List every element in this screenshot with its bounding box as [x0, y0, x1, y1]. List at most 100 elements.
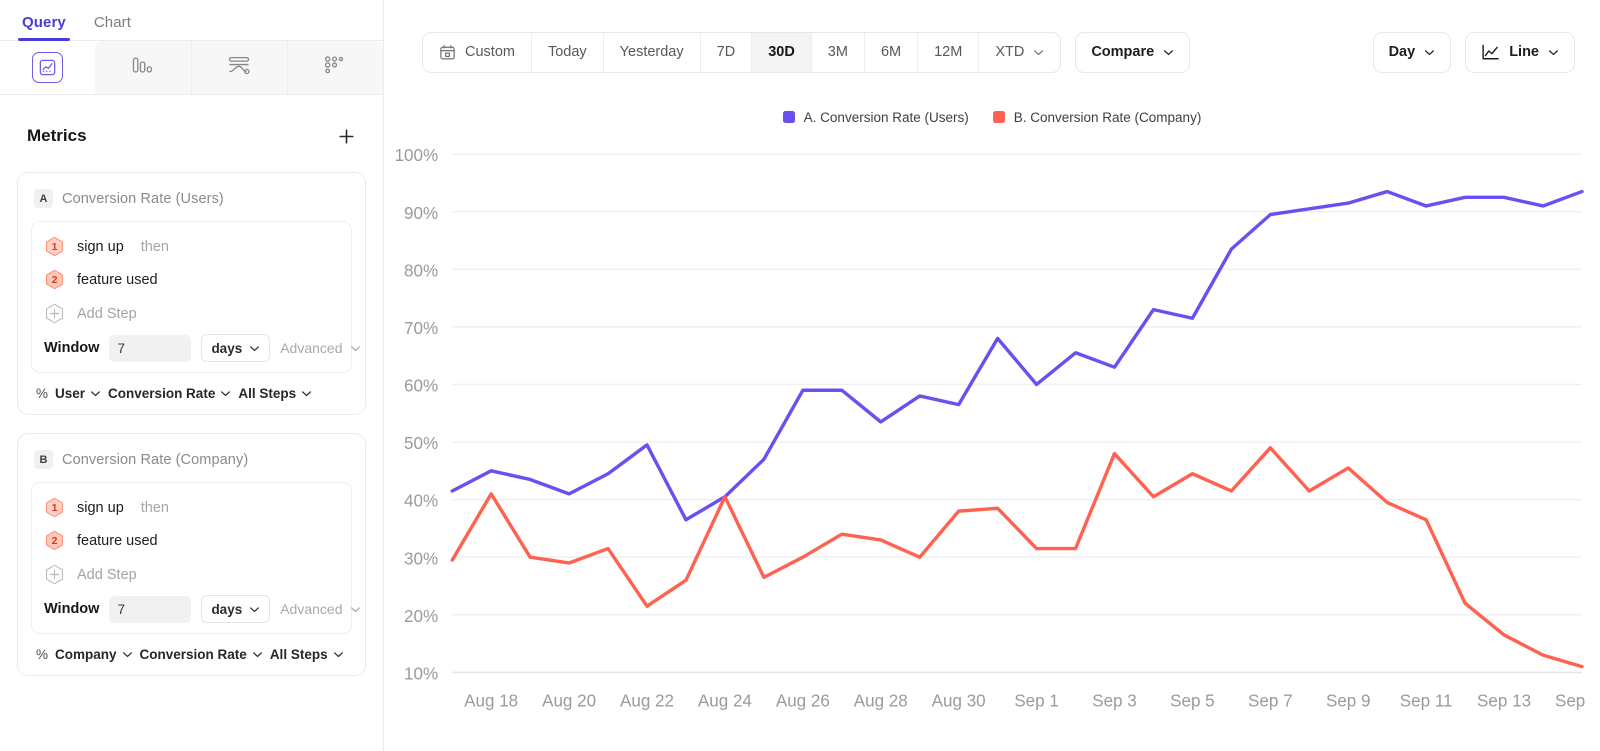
step-label: feature used — [77, 271, 158, 288]
tab-query[interactable]: Query — [10, 14, 78, 41]
step-number: 1 — [51, 501, 58, 514]
funnel-icon — [130, 54, 156, 81]
svg-text:40%: 40% — [404, 492, 438, 511]
window-row: Window days Advanced — [43, 327, 360, 363]
legend-swatch-a — [782, 111, 795, 123]
range-6m[interactable]: 6M — [863, 32, 917, 72]
chevron-down-icon — [1034, 49, 1044, 55]
step-label: sign up — [77, 238, 124, 255]
metric-card-list: A Conversion Rate (Users) 1 sign up then — [0, 149, 383, 676]
advanced-toggle[interactable]: Advanced — [280, 340, 364, 356]
step-number-badge: 2 — [44, 530, 65, 551]
chevron-down-icon — [302, 391, 312, 397]
legend-swatch-b — [992, 111, 1005, 123]
svg-text:Sep 15: Sep 15 — [1555, 692, 1588, 711]
svg-text:70%: 70% — [404, 319, 438, 338]
step-number: 1 — [51, 240, 58, 253]
range-6m-label: 6M — [880, 44, 902, 60]
svg-text:Sep 11: Sep 11 — [1400, 692, 1453, 711]
analysis-type-retention[interactable] — [286, 41, 383, 94]
chevron-down-icon — [91, 391, 101, 397]
svg-text:10%: 10% — [404, 664, 438, 683]
granularity-button[interactable]: Day — [1372, 31, 1452, 73]
svg-text:50%: 50% — [404, 434, 438, 453]
advanced-toggle[interactable]: Advanced — [280, 601, 364, 617]
legend-label-b: B. Conversion Rate (Company) — [1013, 109, 1202, 125]
metric-a-aggregation: % User Conversion Rate All Steps — [31, 373, 352, 403]
step-row[interactable]: 2 feature used — [43, 263, 340, 296]
step-row[interactable]: 2 feature used — [43, 524, 340, 557]
chart-type-button[interactable]: Line — [1465, 31, 1575, 73]
scope-select[interactable]: All Steps — [238, 386, 312, 401]
range-xtd-label: XTD — [995, 44, 1025, 60]
window-unit-label: days — [211, 340, 243, 356]
svg-text:Aug 22: Aug 22 — [620, 692, 674, 711]
measure-label: Conversion Rate — [108, 386, 216, 401]
svg-text:Sep 3: Sep 3 — [1092, 692, 1137, 711]
legend-item-a[interactable]: A. Conversion Rate (Users) — [782, 110, 969, 125]
range-yesterday[interactable]: Yesterday — [602, 32, 700, 72]
entity-select[interactable]: User — [55, 386, 101, 401]
entity-label: Company — [55, 647, 117, 662]
chevron-down-icon — [122, 652, 132, 658]
window-unit-select[interactable]: days — [201, 334, 271, 362]
chevron-down-icon — [350, 606, 360, 612]
range-30d[interactable]: 30D — [751, 32, 811, 72]
page-title: Metrics — [27, 126, 87, 145]
scope-label: All Steps — [238, 386, 297, 401]
range-yesterday-label: Yesterday — [619, 44, 684, 60]
metric-b-header: B Conversion Rate (Company) — [31, 447, 352, 482]
step-connector: then — [140, 499, 169, 516]
compare-button[interactable]: Compare — [1075, 31, 1191, 73]
svg-text:Aug 28: Aug 28 — [854, 692, 908, 711]
step-row[interactable]: 1 sign up then — [43, 491, 340, 524]
sidebar-tabs: Query Chart — [0, 0, 383, 41]
metric-b-letter: B — [34, 450, 53, 469]
range-xtd[interactable]: XTD — [978, 32, 1060, 72]
analysis-type-funnel[interactable] — [95, 41, 191, 94]
chevron-down-icon — [1164, 49, 1174, 55]
window-input[interactable] — [109, 334, 192, 362]
tab-chart[interactable]: Chart — [93, 14, 132, 31]
add-step-button[interactable]: Add Step — [43, 557, 340, 588]
range-custom-label: Custom — [465, 44, 515, 60]
legend-item-b[interactable]: B. Conversion Rate (Company) — [992, 109, 1202, 125]
chart-legend: A. Conversion Rate (Users) B. Conversion… — [384, 104, 1600, 130]
range-7d[interactable]: 7D — [699, 32, 752, 72]
analysis-type-flows[interactable] — [190, 41, 287, 94]
percent-symbol: % — [36, 386, 49, 401]
add-step-button[interactable]: Add Step — [43, 296, 340, 327]
window-unit-select[interactable]: days — [201, 595, 271, 623]
metric-b-name[interactable]: Conversion Rate (Company) — [62, 451, 249, 468]
range-custom[interactable]: Custom — [423, 33, 531, 72]
chart-type-label: Line — [1509, 44, 1539, 60]
add-metric-button[interactable] — [333, 123, 359, 149]
scope-select[interactable]: All Steps — [270, 647, 344, 662]
window-row: Window days Advanced — [43, 588, 360, 624]
range-3m[interactable]: 3M — [810, 32, 864, 72]
range-3m-label: 3M — [827, 44, 848, 60]
range-today-label: Today — [547, 44, 587, 60]
range-today[interactable]: Today — [530, 32, 603, 72]
measure-select[interactable]: Conversion Rate — [108, 386, 231, 401]
step-row[interactable]: 1 sign up then — [43, 230, 340, 263]
analysis-type-trends[interactable] — [0, 41, 96, 94]
measure-select[interactable]: Conversion Rate — [140, 647, 263, 662]
analysis-type-bar — [0, 41, 383, 95]
entity-select[interactable]: Company — [55, 647, 133, 662]
line-chart[interactable]: 100% 90% 80% 70% 60% 50% 40% 30% 20% 10% Aug 18 Aug… — [384, 130, 1600, 751]
window-input[interactable] — [109, 595, 192, 623]
metric-a-name[interactable]: Conversion Rate (Users) — [62, 190, 224, 207]
step-label: feature used — [77, 532, 158, 549]
step-number: 2 — [51, 273, 58, 286]
scope-label: All Steps — [269, 647, 328, 662]
step-number-badge: 1 — [44, 236, 65, 257]
window-label: Window — [44, 340, 100, 356]
calendar-icon — [440, 44, 455, 60]
range-30d-label: 30D — [768, 44, 795, 60]
compare-label: Compare — [1091, 44, 1155, 60]
advanced-label: Advanced — [280, 340, 343, 356]
window-label: Window — [44, 601, 100, 617]
range-12m[interactable]: 12M — [917, 32, 978, 72]
chevron-down-icon — [1425, 49, 1435, 55]
